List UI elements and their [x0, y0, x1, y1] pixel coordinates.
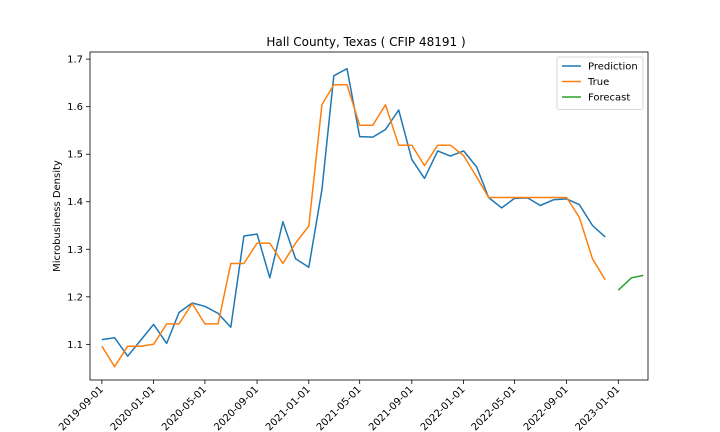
legend-label-forecast: Forecast	[588, 93, 630, 104]
y-tick-label: 1.2	[67, 292, 83, 303]
plot-lines	[101, 67, 644, 368]
x-axis: 2019-09-01 2020-01-01 2020-05-01 2020-09-01…	[57, 380, 622, 432]
x-tick-label: 2021-05-01	[315, 384, 364, 432]
x-tick-label: 2020-09-01	[212, 384, 261, 432]
x-tick-label: 2021-01-01	[264, 384, 313, 432]
legend-label-prediction: Prediction	[588, 62, 638, 73]
x-tick-label: 2022-09-01	[522, 384, 571, 432]
x-tick-label: 2020-01-01	[109, 384, 158, 432]
series-line-forecast	[617, 274, 644, 291]
series-line-prediction	[101, 67, 606, 357]
legend-label-true: True	[587, 77, 609, 88]
y-tick-label: 1.1	[67, 340, 83, 351]
y-axis: 1.1 1.2 1.3 1.4 1.5 1.6 1.7	[67, 55, 90, 351]
series-line-true	[101, 84, 606, 368]
legend: Prediction True Forecast	[556, 56, 644, 110]
y-tick-label: 1.3	[67, 245, 83, 256]
x-tick-label: 2019-09-01	[57, 384, 106, 432]
y-axis-label: Microbusiness Density	[52, 160, 63, 272]
y-tick-label: 1.7	[67, 55, 83, 66]
plot-frame	[89, 51, 649, 381]
x-tick-label: 2021-09-01	[367, 384, 416, 432]
y-tick-label: 1.5	[67, 150, 83, 161]
x-tick-label: 2020-05-01	[160, 384, 209, 432]
y-tick-label: 1.6	[67, 102, 83, 113]
x-tick-label: 2023-01-01	[574, 384, 623, 432]
x-tick-label: 2022-05-01	[470, 384, 519, 432]
y-tick-label: 1.4	[67, 197, 83, 208]
x-tick-label: 2022-01-01	[419, 384, 468, 432]
chart-title: Hall County, Texas ( CFIP 48191 )	[266, 35, 465, 49]
